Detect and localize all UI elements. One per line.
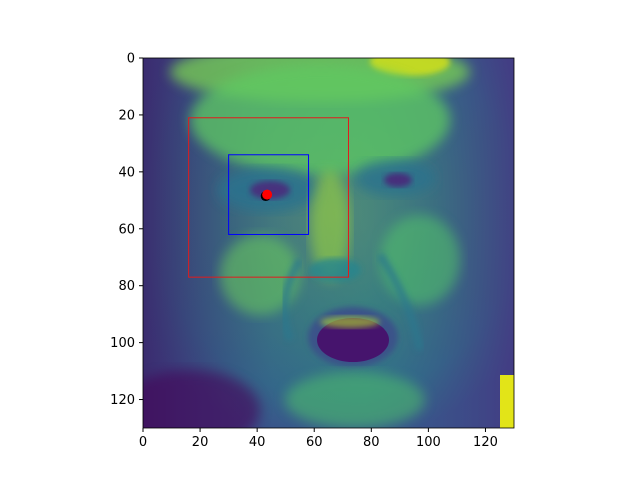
y-tick-label: 20 [118,108,135,123]
face-image [143,58,514,428]
axes-frame [142,57,515,429]
x-tick-label: 0 [139,435,147,450]
x-tick-label: 60 [306,435,323,450]
x-tick-label: 40 [249,435,266,450]
x-tick-label: 80 [363,435,380,450]
inner-bounding-box [228,154,310,235]
y-tick-label: 100 [110,336,135,351]
landmark-red-marker [262,189,273,200]
y-tick-label: 80 [118,279,135,294]
y-tick-label: 0 [127,52,135,67]
axis-ticks: 0 20 40 60 80 100 120 0 20 40 60 80 100 120 [110,52,498,451]
landmark-markers [260,189,273,202]
x-tick-label: 100 [416,435,441,450]
y-tick-label: 120 [110,393,135,408]
y-tick-label: 40 [118,165,135,180]
x-tick-label: 20 [192,435,209,450]
y-tick-label: 60 [118,222,135,237]
outer-bounding-box [188,117,349,278]
x-tick-label: 120 [473,435,498,450]
